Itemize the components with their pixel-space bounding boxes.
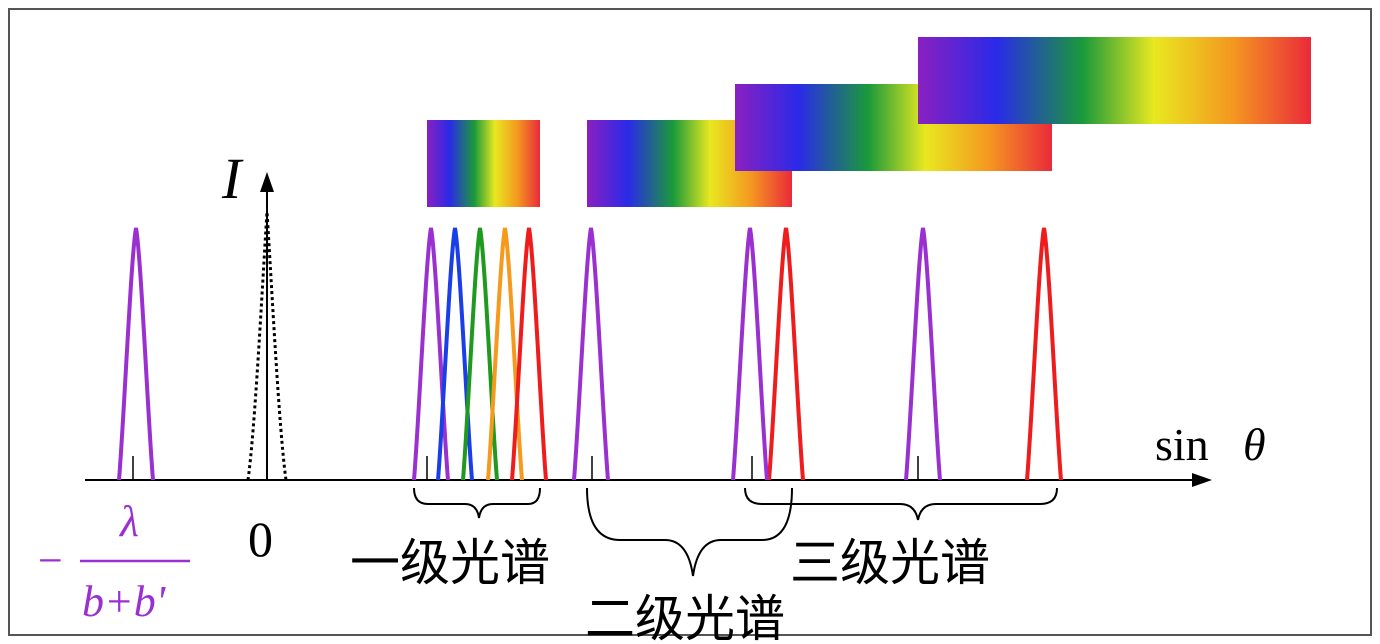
zero-order-peak	[246, 211, 288, 481]
y-axis-label: I	[221, 146, 244, 211]
brace-third-order	[744, 487, 1058, 521]
brace-first-order	[413, 487, 541, 519]
peak-second-violet	[572, 227, 610, 481]
peak-second-red	[767, 227, 805, 481]
peak-third-violet-a	[731, 227, 769, 481]
fraction-denominator: b+b'	[82, 577, 167, 626]
peak-first-red	[510, 227, 548, 481]
second-order-label: 二级光谱	[585, 590, 785, 644]
figure-frame	[8, 8, 1372, 636]
x-axis-label-theta: θ	[1243, 419, 1266, 470]
x-axis-label-sin: sin	[1155, 419, 1209, 470]
spectrum-band-first-order	[427, 120, 540, 207]
fraction-numerator: λ	[118, 497, 139, 546]
peak-third-red	[1025, 227, 1063, 481]
y-axis-arrow	[260, 172, 274, 192]
peak-neg-first-violet	[117, 227, 155, 481]
peak-first-violet	[412, 227, 450, 481]
peak-third-violet-b	[904, 227, 942, 481]
spectrum-band-third-order-b	[918, 37, 1311, 124]
third-order-label: 三级光谱	[790, 534, 990, 592]
x-axis-arrow	[1192, 473, 1212, 487]
brace-second-order	[586, 487, 793, 577]
origin-label: 0	[248, 511, 273, 567]
first-order-label: 一级光谱	[350, 534, 550, 592]
neg-sign: −	[38, 536, 63, 585]
